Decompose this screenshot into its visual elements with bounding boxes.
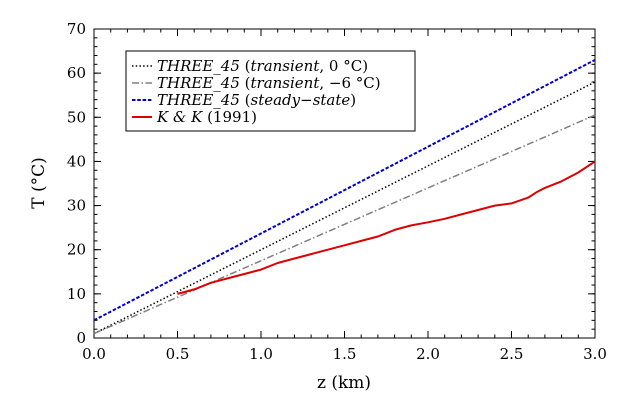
legend: THREE_45 (transient, 0 °C)THREE_45 (tran…	[125, 50, 416, 132]
legend-label-1: THREE_45 (transient, −6 °C)	[157, 74, 381, 92]
y-tick-label: 60	[67, 64, 86, 82]
series-line-0	[93, 81, 596, 335]
series-line-2	[93, 59, 596, 322]
y-tick-label: 70	[67, 20, 86, 38]
x-tick-label: 2.0	[416, 345, 440, 363]
x-axis-label: z (km)	[317, 373, 371, 393]
series-layer	[93, 59, 596, 335]
y-axis-label: T (°C)	[29, 157, 49, 209]
x-tick-label: 0.5	[166, 345, 190, 363]
series-line-3	[177, 160, 596, 295]
legend-label-0: THREE_45 (transient, 0 °C)	[157, 57, 368, 75]
x-tick-label: 1.0	[249, 345, 273, 363]
series-line-1	[93, 114, 596, 335]
axis-tick-labels: 0.0 0.5 1.0 1.5 2.0 2.5 3.0 0 10 20 30 40 50 60 70	[67, 20, 607, 363]
y-tick-label: 20	[67, 241, 86, 259]
x-tick-label: 2.5	[500, 345, 524, 363]
y-tick-label: 0	[76, 329, 86, 347]
y-tick-label: 40	[67, 152, 86, 170]
x-tick-label: 1.5	[333, 345, 357, 363]
legend-label-3: K & K (1991)	[156, 108, 257, 126]
legend-items: THREE_45 (transient, 0 °C)THREE_45 (tran…	[132, 57, 381, 126]
y-tick-label: 30	[67, 197, 86, 215]
axis-ticks	[93, 28, 596, 339]
legend-label-2: THREE_45 (steady−state)	[157, 91, 356, 109]
y-tick-label: 10	[67, 285, 86, 303]
x-tick-label: 3.0	[583, 345, 607, 363]
y-tick-label: 50	[67, 108, 86, 126]
x-tick-label: 0.0	[82, 345, 106, 363]
legend-box	[125, 50, 416, 132]
